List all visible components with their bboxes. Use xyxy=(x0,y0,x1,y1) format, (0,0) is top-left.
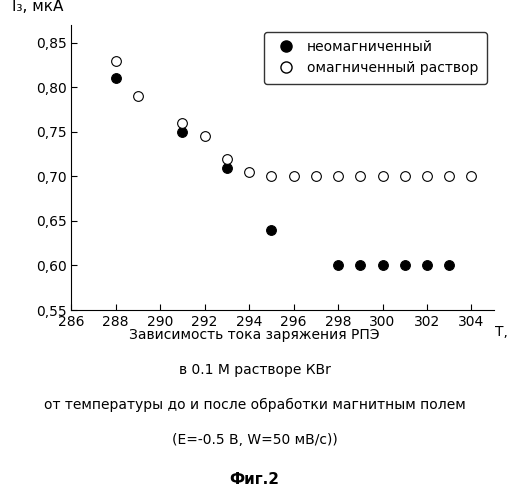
Point xyxy=(290,172,298,180)
Text: от температуры до и после обработки магнитным полем: от температуры до и после обработки магн… xyxy=(44,398,465,412)
Text: в 0.1 М растворе КВr: в 0.1 М растворе КВr xyxy=(179,363,330,377)
Point xyxy=(312,172,320,180)
Point xyxy=(201,132,209,140)
Point xyxy=(267,226,275,234)
Point xyxy=(445,172,454,180)
Legend: неомагниченный, омагниченный раствор: неомагниченный, омагниченный раствор xyxy=(264,32,487,84)
Point xyxy=(134,92,142,100)
Text: Зависимость тока заряжения РПЭ: Зависимость тока заряжения РПЭ xyxy=(129,328,380,342)
Point xyxy=(401,262,409,270)
Point xyxy=(423,172,431,180)
Point xyxy=(467,172,475,180)
Point xyxy=(445,262,454,270)
Point xyxy=(334,172,342,180)
Text: (E=-0.5 В, W=50 мВ/с)): (E=-0.5 В, W=50 мВ/с)) xyxy=(172,433,337,447)
Point xyxy=(356,262,364,270)
Point xyxy=(356,172,364,180)
Text: I₃, мкА: I₃, мкА xyxy=(12,0,64,14)
Point xyxy=(379,172,387,180)
Point xyxy=(423,262,431,270)
Point xyxy=(178,128,186,136)
Point xyxy=(223,154,231,162)
Point xyxy=(334,262,342,270)
Point xyxy=(178,119,186,127)
Text: Фиг.2: Фиг.2 xyxy=(230,472,279,488)
Point xyxy=(111,56,120,64)
Point xyxy=(379,262,387,270)
Point xyxy=(223,164,231,172)
Point xyxy=(401,172,409,180)
Text: Т, К: Т, К xyxy=(495,326,509,340)
Point xyxy=(111,74,120,82)
Point xyxy=(245,168,253,176)
Point xyxy=(267,172,275,180)
